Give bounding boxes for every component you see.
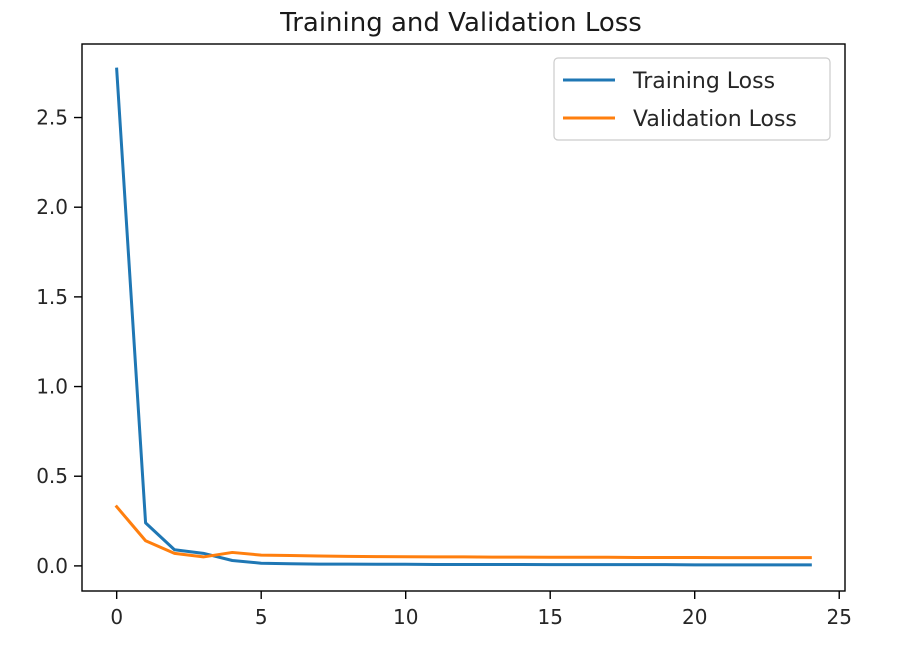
- y-tick-label: 0.0: [36, 554, 68, 578]
- legend-box: [553, 57, 831, 141]
- y-tick-label: 2.5: [36, 106, 68, 130]
- legend-training-label: Training Loss: [632, 69, 775, 94]
- series-layer: [114, 67, 812, 567]
- legend-validation-label: Validation Loss: [633, 107, 797, 132]
- x-tick-label: 10: [393, 605, 418, 629]
- y-tick-label: 2.0: [36, 195, 68, 219]
- x-tick-label: 15: [537, 605, 562, 629]
- y-tick-label: 1.0: [36, 375, 68, 399]
- validation-loss-line: [114, 504, 812, 560]
- x-tick-label: 5: [255, 605, 268, 629]
- y-tick-label: 1.5: [36, 285, 68, 309]
- x-tick-label: 25: [826, 605, 851, 629]
- training-loss-line: [115, 67, 812, 567]
- y-axis: 0.0 0.5 1.0 1.5 2.0 2.5: [36, 106, 82, 578]
- legend: Training Loss Validation Loss: [553, 57, 831, 141]
- x-axis: 0 5 10 15 20 25: [110, 591, 852, 629]
- plot-frame: [81, 43, 846, 592]
- chart-title: Training and Validation Loss: [279, 8, 642, 38]
- x-tick-label: 20: [682, 605, 707, 629]
- x-tick-label: 0: [110, 605, 123, 629]
- y-tick-label: 0.5: [36, 464, 68, 488]
